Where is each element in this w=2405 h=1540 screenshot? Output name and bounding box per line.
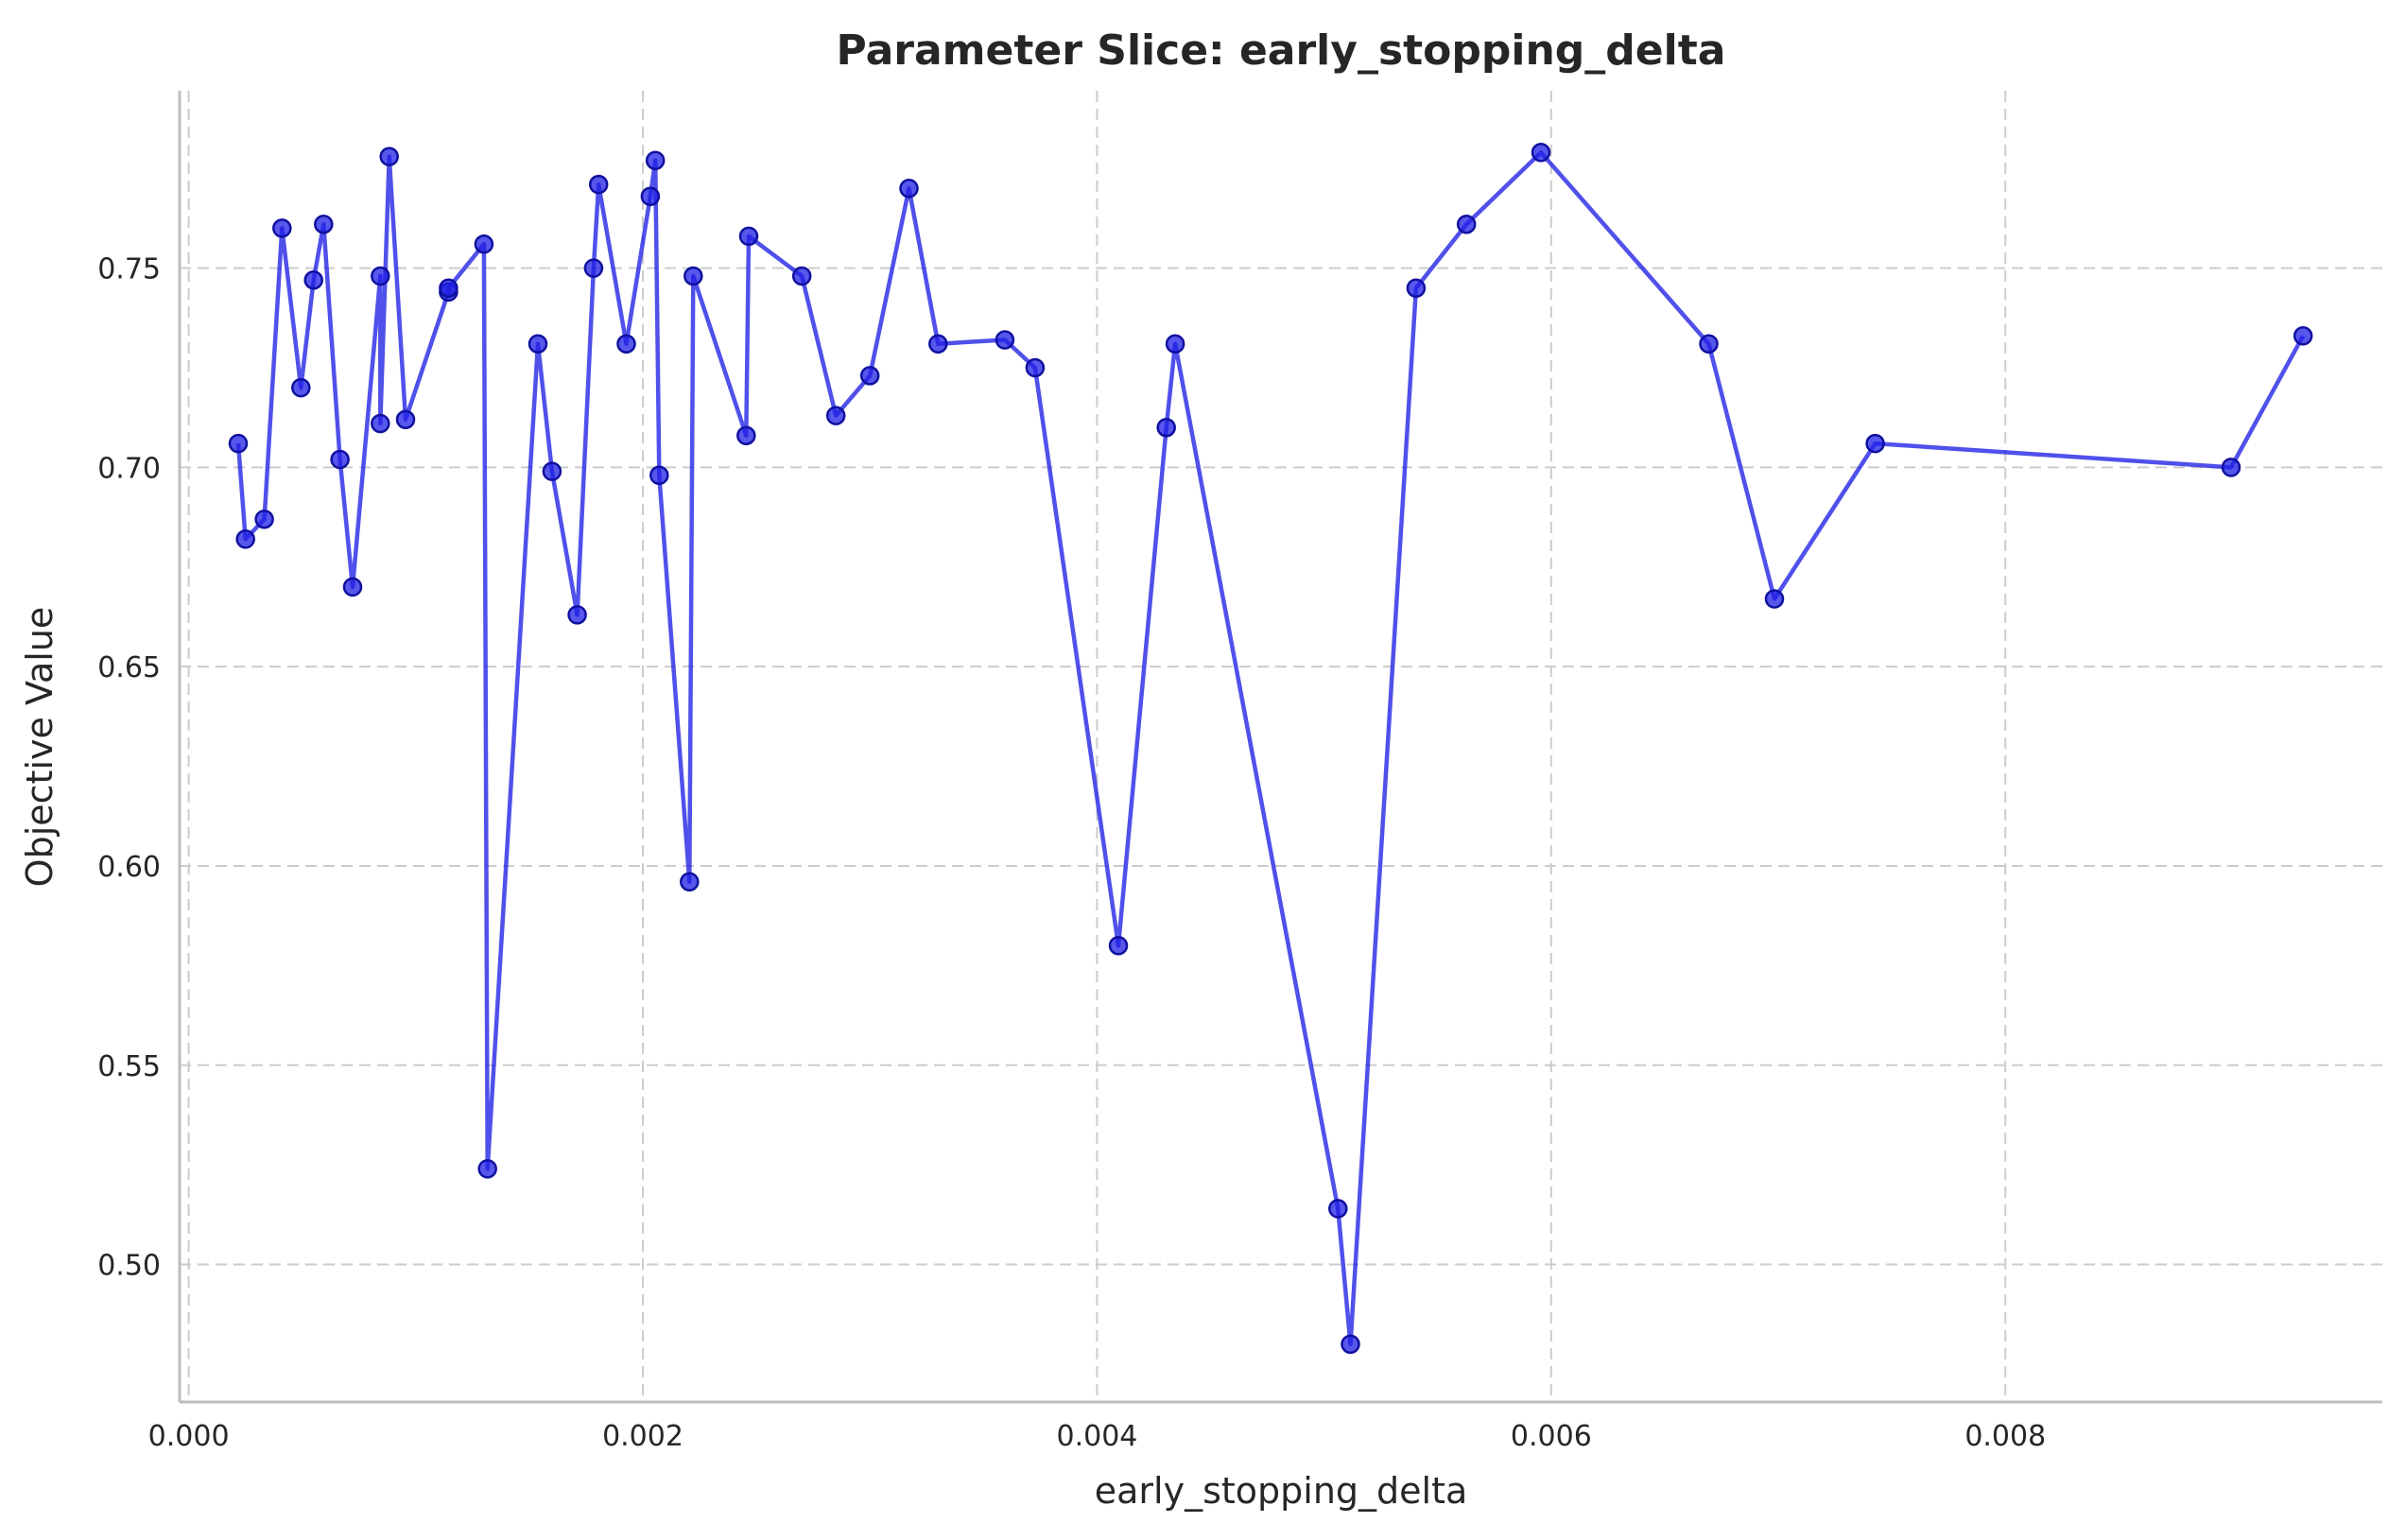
data-point: [439, 278, 459, 298]
data-point: [616, 334, 636, 354]
data-point: [1406, 278, 1427, 298]
x-tick-label: 0.006: [1511, 1420, 1592, 1453]
data-point: [736, 425, 756, 445]
data-point: [1165, 334, 1185, 354]
data-point: [825, 406, 846, 425]
series-line: [235, 150, 2306, 1347]
data-point: [395, 409, 416, 430]
data-point: [859, 366, 880, 386]
x-tick-labels: 0.000 0.002 0.004 0.006 0.008: [148, 1420, 2047, 1453]
data-point: [303, 270, 323, 290]
data-point: [2221, 458, 2241, 477]
chart-title: Parameter Slice: early_stopping_delta: [837, 26, 1726, 75]
data-point: [1699, 334, 1719, 354]
data-point: [542, 461, 562, 481]
data-point: [1456, 214, 1477, 234]
data-point: [640, 186, 661, 206]
data-point: [2293, 326, 2313, 346]
data-point: [1341, 1334, 1360, 1355]
data-point: [1764, 589, 1785, 609]
data-point: [645, 150, 666, 171]
data-point: [474, 234, 494, 254]
axes-spines: [178, 91, 2382, 1404]
y-tick-label: 0.75: [97, 253, 161, 286]
data-point: [649, 465, 669, 486]
data-points: [228, 143, 2313, 1355]
data-point: [235, 529, 255, 549]
x-tick-label: 0.004: [1056, 1420, 1137, 1453]
x-tick-label: 0.000: [148, 1420, 230, 1453]
data-point: [1156, 417, 1176, 438]
data-point: [683, 266, 703, 286]
x-axis-label: early_stopping_delta: [1095, 1470, 1468, 1512]
data-point: [371, 413, 390, 434]
data-point: [1865, 433, 1885, 454]
data-point: [928, 334, 948, 354]
data-point: [583, 258, 604, 278]
data-point: [330, 449, 350, 470]
data-point: [291, 377, 311, 398]
y-tick-label: 0.65: [97, 651, 161, 684]
data-point: [272, 218, 292, 238]
y-tick-label: 0.55: [97, 1050, 161, 1083]
grid-lines: [180, 91, 2382, 1402]
data-point: [254, 509, 274, 529]
data-point: [342, 577, 363, 597]
data-point: [995, 330, 1015, 350]
y-tick-labels: 0.50 0.55 0.60 0.65 0.70 0.75: [97, 253, 161, 1283]
data-point: [1328, 1199, 1348, 1219]
data-point: [528, 334, 548, 354]
data-point: [314, 214, 334, 234]
data-point: [1531, 143, 1551, 163]
data-point: [899, 179, 919, 199]
data-point: [228, 433, 249, 454]
x-tick-label: 0.002: [602, 1420, 683, 1453]
data-point: [791, 266, 812, 286]
data-point: [680, 872, 700, 892]
y-tick-label: 0.60: [97, 851, 161, 884]
data-point: [477, 1159, 497, 1179]
y-axis-label: Objective Value: [19, 607, 61, 888]
data-point: [379, 147, 399, 166]
y-tick-label: 0.70: [97, 452, 161, 485]
data-point: [1025, 357, 1046, 378]
x-tick-label: 0.008: [1964, 1420, 2046, 1453]
data-point: [567, 605, 587, 625]
y-tick-label: 0.50: [97, 1250, 161, 1283]
data-point: [1108, 936, 1129, 956]
data-point: [738, 226, 759, 247]
data-point: [371, 266, 390, 286]
data-point: [588, 174, 609, 195]
